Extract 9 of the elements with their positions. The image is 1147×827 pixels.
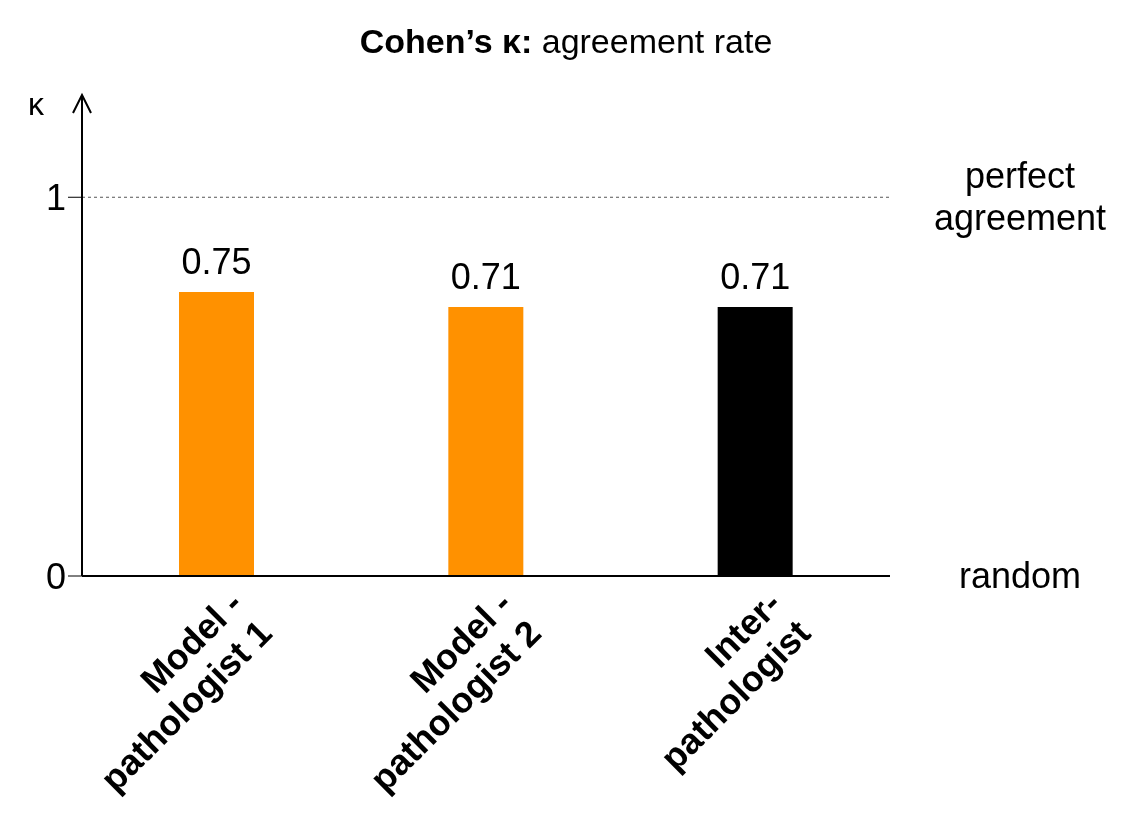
y-axis-title: κ [28,86,45,122]
y-tick-label: 1 [45,177,66,219]
data-label: 0.71 [720,256,791,298]
ref-line-label: perfect agreement [933,155,1107,239]
y-tick-label: 0 [45,555,66,597]
data-label: 0.75 [181,240,252,282]
data-label: 0.71 [450,256,521,298]
text: random [958,555,1082,596]
chart-title: Cohen’s κ: agreement rate [359,22,773,60]
